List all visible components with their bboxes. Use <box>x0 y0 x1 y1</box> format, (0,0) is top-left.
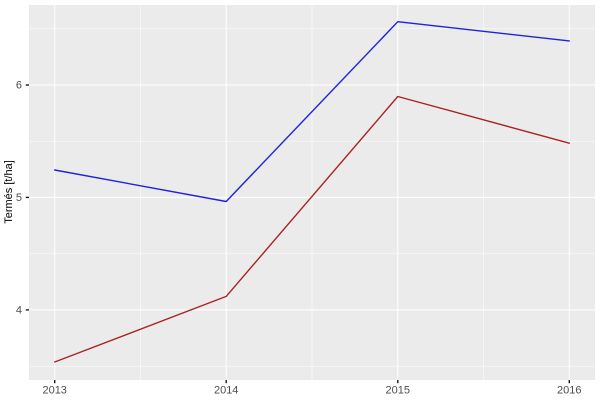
svg-text:2014: 2014 <box>214 384 238 396</box>
svg-text:2015: 2015 <box>386 384 410 396</box>
svg-text:2013: 2013 <box>42 384 66 396</box>
svg-text:6: 6 <box>16 80 22 92</box>
svg-text:2016: 2016 <box>557 384 581 396</box>
svg-text:5: 5 <box>16 192 22 204</box>
svg-text:4: 4 <box>16 304 22 316</box>
svg-text:Termés [t/ha]: Termés [t/ha] <box>3 160 15 224</box>
